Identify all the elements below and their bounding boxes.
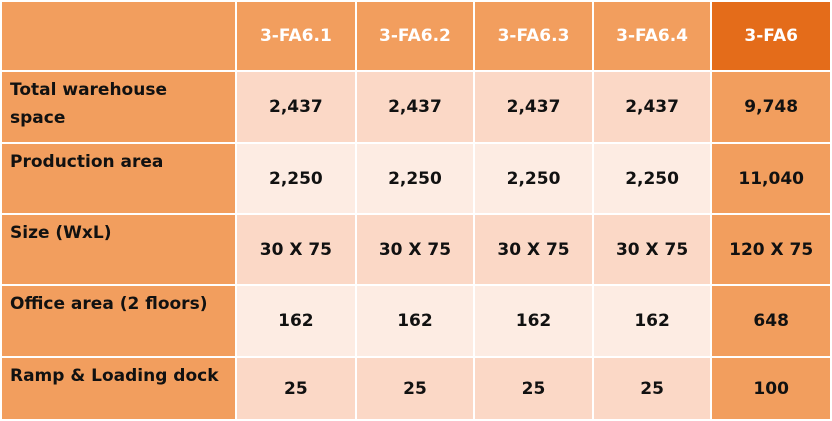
table-header-row: 3-FA6.1 3-FA6.2 3-FA6.3 3-FA6.4 3-FA6 xyxy=(0,0,832,72)
table-cell: 2,250 xyxy=(235,142,357,215)
table-cell: 162 xyxy=(354,284,476,358)
table-cell: 2,250 xyxy=(354,142,476,215)
table-cell: 25 xyxy=(235,356,357,421)
table-row: Ramp & Loading dock 25 25 25 25 100 xyxy=(0,356,832,421)
table-cell: 25 xyxy=(473,356,594,421)
table-cell: 162 xyxy=(235,284,357,358)
table-cell: 30 X 75 xyxy=(235,213,357,286)
total-cell: 11,040 xyxy=(710,142,832,215)
table-cell: 25 xyxy=(591,356,713,421)
row-label: Ramp & Loading dock xyxy=(0,356,238,421)
table-cell: 30 X 75 xyxy=(473,213,594,286)
column-header: 3-FA6.2 xyxy=(354,0,476,72)
row-label: Size (WxL) xyxy=(0,213,238,286)
table-row: Production area 2,250 2,250 2,250 2,250 … xyxy=(0,142,832,215)
column-header: 3-FA6.4 xyxy=(591,0,713,72)
header-corner-cell xyxy=(0,0,238,72)
table-cell: 2,437 xyxy=(473,70,594,144)
column-header: 3-FA6.1 xyxy=(235,0,357,72)
total-cell: 9,748 xyxy=(710,70,832,144)
total-cell: 648 xyxy=(710,284,832,358)
table-cell: 2,437 xyxy=(591,70,713,144)
table-cell: 162 xyxy=(591,284,713,358)
table-cell: 2,437 xyxy=(235,70,357,144)
table-cell: 2,250 xyxy=(473,142,594,215)
table-cell: 162 xyxy=(473,284,594,358)
table-cell: 30 X 75 xyxy=(354,213,476,286)
column-header: 3-FA6.3 xyxy=(473,0,594,72)
table-row: Total warehouse space 2,437 2,437 2,437 … xyxy=(0,70,832,144)
table-cell: 25 xyxy=(354,356,476,421)
total-cell: 120 X 75 xyxy=(710,213,832,286)
total-cell: 100 xyxy=(710,356,832,421)
table-row: Office area (2 floors) 162 162 162 162 6… xyxy=(0,284,832,358)
row-label: Office area (2 floors) xyxy=(0,284,238,358)
table-cell: 2,250 xyxy=(591,142,713,215)
table-cell: 30 X 75 xyxy=(591,213,713,286)
row-label: Production area xyxy=(0,142,238,215)
column-header-total: 3-FA6 xyxy=(710,0,832,72)
row-label: Total warehouse space xyxy=(0,70,238,144)
table-cell: 2,437 xyxy=(354,70,476,144)
table-row: Size (WxL) 30 X 75 30 X 75 30 X 75 30 X … xyxy=(0,213,832,286)
